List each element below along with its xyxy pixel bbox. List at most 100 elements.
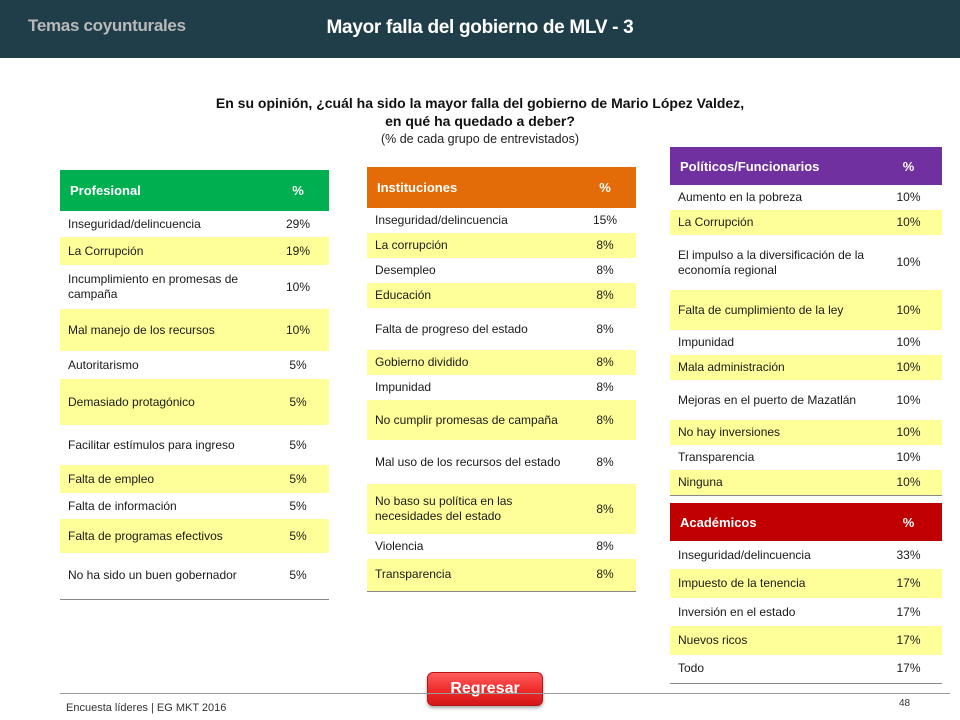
row-label: Inversión en el estado: [678, 604, 796, 619]
table-row: Impunidad 10%: [670, 330, 942, 355]
header-bar: Temas coyunturales Mayor falla del gobie…: [0, 0, 960, 58]
table-row: Falta de empleo 5%: [60, 465, 329, 493]
table-academicos: Académicos % Inseguridad/delincuencia 33%…: [670, 503, 942, 684]
row-label: Impunidad: [375, 380, 432, 394]
table-row: Inseguridad/delincuencia 33%: [670, 541, 942, 569]
row-percentage: 8%: [574, 350, 636, 375]
row-percentage: 10%: [896, 190, 921, 204]
row-label: Facilitar estímulos para ingreso: [68, 437, 235, 452]
row-label: Incumplimiento en promesas de campaña: [68, 272, 239, 301]
table-row: Inseguridad/delincuencia 15%: [367, 208, 636, 233]
table-row: Aumento en la pobreza 10%: [670, 185, 942, 210]
row-label: No hay inversiones: [670, 420, 875, 445]
table-instituciones: Instituciones % Inseguridad/delincuencia…: [367, 167, 636, 592]
row-label: La Corrupción: [60, 237, 267, 265]
table-row: No cumplir promesas de campaña 8%: [367, 400, 636, 440]
table-row: Mal uso de los recursos del estado 8%: [367, 440, 636, 484]
row-percentage: 5%: [267, 379, 329, 425]
table-row: Inversión en el estado 17%: [670, 598, 942, 626]
row-percentage: 10%: [896, 450, 921, 464]
table-header-pct: %: [292, 183, 304, 198]
table-row: La Corrupción 19%: [60, 237, 329, 265]
row-label: Inseguridad/delincuencia: [678, 547, 811, 562]
table-row: Educación 8%: [367, 283, 636, 308]
row-label: Desempleo: [375, 263, 436, 277]
table-row: Impunidad 8%: [367, 375, 636, 400]
row-percentage: 5%: [289, 498, 307, 513]
row-label: Autoritarismo: [68, 357, 139, 372]
row-label: Transparencia: [678, 450, 755, 464]
row-label: Mal uso de los recursos del estado: [375, 454, 561, 469]
table-row: La Corrupción 10%: [670, 210, 942, 235]
row-percentage: 10%: [875, 290, 942, 330]
row-percentage: 8%: [574, 233, 636, 258]
row-label: La corrupción: [367, 233, 574, 258]
table-row: Mejoras en el puerto de Mazatlán 10%: [670, 380, 942, 420]
row-percentage: 10%: [267, 309, 329, 351]
row-percentage: 8%: [574, 400, 636, 440]
row-percentage: 10%: [875, 355, 942, 380]
row-label: El impulso a la diversificación de la ec…: [678, 247, 865, 277]
table-header-label: Instituciones: [377, 180, 458, 195]
table-row: Falta de cumplimiento de la ley 10%: [670, 290, 942, 330]
row-percentage: 33%: [896, 547, 921, 562]
row-label: Falta de programas efectivos: [60, 519, 267, 553]
row-percentage: 8%: [596, 380, 614, 394]
table-row: Demasiado protagónico 5%: [60, 379, 329, 425]
table-header-label: Académicos: [680, 514, 757, 530]
row-label: Mal manejo de los recursos: [60, 309, 267, 351]
table-row: Transparencia 8%: [367, 559, 636, 592]
table-row: Ninguna 10%: [670, 470, 942, 496]
question-line-2: en qué ha quedado a deber?: [385, 113, 575, 129]
row-label: No ha sido un buen gobernador: [60, 553, 267, 600]
row-label: No cumplir promesas de campaña: [367, 400, 574, 440]
row-percentage: 10%: [875, 470, 942, 496]
table-row: Mala administración 10%: [670, 355, 942, 380]
table-row: No ha sido un buen gobernador 5%: [60, 553, 329, 600]
row-label: Mejoras en el puerto de Mazatlán: [678, 392, 857, 407]
table-row: Falta de progreso del estado 8%: [367, 308, 636, 350]
page-title: Mayor falla del gobierno de MLV - 3: [326, 17, 634, 38]
row-percentage: 19%: [267, 237, 329, 265]
table-row: Gobierno dividido 8%: [367, 350, 636, 375]
table-header-label: Políticos/Funcionarios: [680, 158, 820, 174]
page-number: 48: [899, 698, 911, 709]
row-label: Todo: [670, 655, 875, 684]
row-percentage: 17%: [875, 626, 942, 655]
row-percentage: 5%: [289, 357, 307, 372]
row-percentage: 5%: [289, 437, 307, 452]
table-row: Nuevos ricos 17%: [670, 626, 942, 655]
back-button[interactable]: Regresar: [427, 672, 543, 706]
table-header-pct: %: [902, 514, 915, 530]
row-percentage: 17%: [875, 655, 942, 684]
table-row: El impulso a la diversificación de la ec…: [670, 235, 942, 290]
row-percentage: 17%: [896, 604, 921, 619]
row-percentage: 17%: [875, 569, 942, 598]
row-label: Inseguridad/delincuencia: [68, 216, 201, 231]
row-label: Inseguridad/delincuencia: [375, 213, 508, 227]
question-subtitle: (% de cada grupo de entrevistados): [380, 132, 580, 146]
row-label: Educación: [367, 283, 574, 308]
row-percentage: 8%: [596, 321, 614, 336]
row-percentage: 8%: [574, 283, 636, 308]
table-row: La corrupción 8%: [367, 233, 636, 258]
table-row: Incumplimiento en promesas de campaña 10%: [60, 265, 329, 309]
table-row: No hay inversiones 10%: [670, 420, 942, 445]
table-header-pct: %: [599, 180, 611, 195]
row-label: Impuesto de la tenencia: [670, 569, 875, 598]
row-label: Falta de información: [68, 498, 177, 513]
footer-divider: [60, 693, 950, 694]
table-row: Transparencia 10%: [670, 445, 942, 470]
table-row: Facilitar estímulos para ingreso 5%: [60, 425, 329, 465]
question-line-1: En su opinión, ¿cuál ha sido la mayor fa…: [215, 95, 745, 111]
row-label: Falta de empleo: [60, 465, 267, 493]
table-header-row: Instituciones %: [367, 167, 636, 208]
table-profesional: Profesional % Inseguridad/delincuencia 29…: [60, 170, 329, 600]
footer-source: Encuesta líderes | EG MKT 2016: [66, 702, 227, 714]
survey-question: En su opinión, ¿cuál ha sido la mayor fa…: [0, 94, 960, 148]
table-row: Falta de información 5%: [60, 493, 329, 519]
row-label: Aumento en la pobreza: [678, 190, 803, 204]
table-row: Mal manejo de los recursos 10%: [60, 309, 329, 351]
row-label: Ninguna: [670, 470, 875, 496]
row-label: Impunidad: [678, 335, 735, 349]
